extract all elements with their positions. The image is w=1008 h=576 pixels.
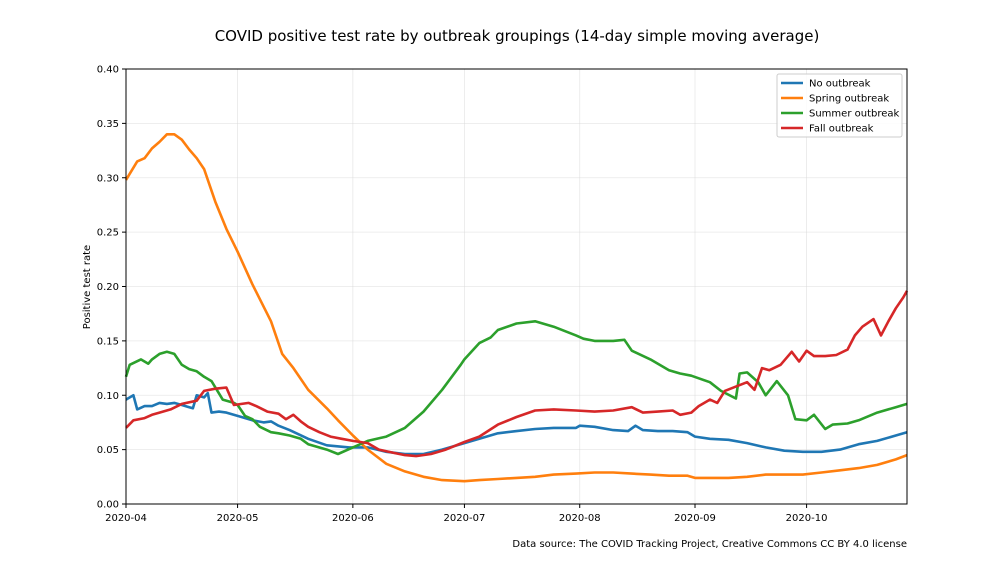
y-tick-label: 0.05 <box>97 445 119 456</box>
legend-box <box>776 73 903 138</box>
legend-label: No outbreak <box>809 79 871 90</box>
legend-label: Summer outbreak <box>809 109 900 120</box>
x-tick-label: 2020-08 <box>559 513 601 524</box>
series-line <box>124 133 908 483</box>
legend-label: Fall outbreak <box>809 124 874 135</box>
plot-area <box>124 133 909 483</box>
grid-lines <box>125 68 907 505</box>
data-source-note: Data source: The COVID Tracking Project,… <box>512 539 907 550</box>
series-line <box>125 290 909 458</box>
series-line <box>125 391 908 456</box>
y-tick-label: 0.25 <box>97 228 119 239</box>
legend-label: Spring outbreak <box>809 94 889 105</box>
y-axis: 0.00 0.05 0.10 0.15 0.20 0.25 0.30 0.35 0.40 <box>97 65 126 511</box>
x-tick-label: 2020-05 <box>217 513 259 524</box>
chart-title: COVID positive test rate by outbreak gro… <box>215 27 820 45</box>
x-tick-label: 2020-07 <box>444 513 486 524</box>
y-tick-label: 0.40 <box>97 65 119 76</box>
x-axis: 2020-04 2020-05 2020-06 2020-07 2020-08 2020-… <box>105 504 827 524</box>
y-tick-label: 0.20 <box>97 282 119 293</box>
y-tick-label: 0.15 <box>97 336 119 347</box>
y-axis-label: Positive test rate <box>82 245 93 329</box>
x-tick-label: 2020-06 <box>332 513 374 524</box>
y-tick-label: 0.10 <box>97 391 119 402</box>
x-tick-label: 2020-09 <box>674 513 716 524</box>
y-tick-label: 0.30 <box>97 173 119 184</box>
series-line <box>124 319 908 456</box>
x-tick-label: 2020-04 <box>105 513 147 524</box>
x-tick-label: 2020-10 <box>786 513 828 524</box>
legend: No outbreak Spring outbreak Summer outbrea… <box>776 73 903 138</box>
y-tick-label: 0.00 <box>97 500 119 511</box>
y-tick-label: 0.35 <box>97 119 119 130</box>
